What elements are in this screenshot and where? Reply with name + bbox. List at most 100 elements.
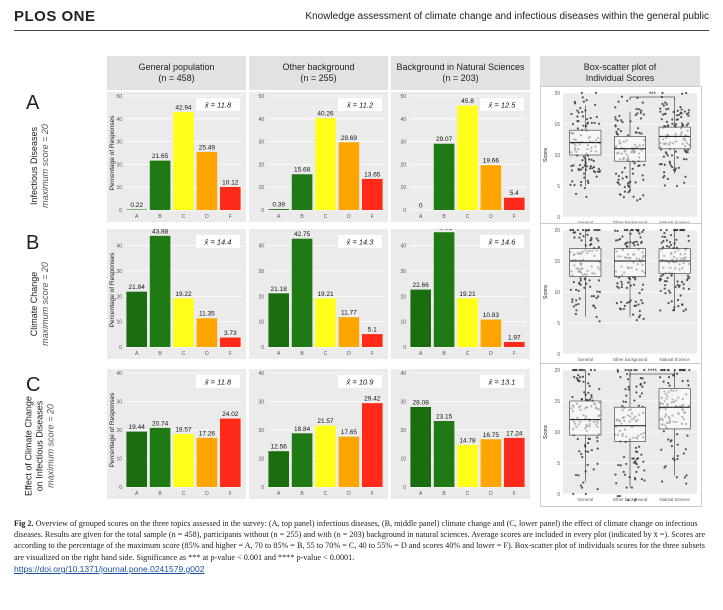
bar-value-label: 22.66 <box>413 282 430 289</box>
x-tick-label: B <box>442 351 446 357</box>
score-point <box>572 492 575 496</box>
score-point <box>616 285 619 288</box>
y-tick-label: 0 <box>119 345 122 351</box>
row-letter-b: B <box>26 232 40 254</box>
score-point <box>587 382 590 385</box>
score-point <box>623 185 626 189</box>
x-tick-label: General <box>578 220 593 225</box>
bar <box>410 289 431 347</box>
score-point <box>640 478 644 481</box>
bar-value-label: 29.69 <box>341 135 358 142</box>
mean-box <box>338 235 382 248</box>
column-header-box: Box-scatter plot of Individual Scores <box>540 56 700 90</box>
score-point <box>639 382 643 386</box>
score-point <box>571 298 574 301</box>
score-point <box>587 391 590 395</box>
score-point <box>681 92 684 95</box>
score-point <box>660 448 663 451</box>
bar-value-label: 29.42 <box>364 396 381 403</box>
column-title: Other background <box>282 62 355 72</box>
score-point <box>588 384 591 388</box>
mean-label: x̄ = 13.1 <box>488 378 516 387</box>
score-point <box>634 446 638 449</box>
score-point <box>637 228 640 232</box>
score-point <box>676 454 679 457</box>
score-point <box>685 474 688 477</box>
score-point <box>580 239 583 242</box>
score-point <box>619 308 623 311</box>
bar-chart-panel: 0 10 20 30 40 50 0.39 A 15.68 B 40.26 C 29.69 D 13.65 F… <box>249 92 388 222</box>
box-scatter-chart: 0 5 10 15 20 Score General Other background Natu… <box>543 368 697 502</box>
score-point <box>681 125 684 128</box>
score-point <box>665 103 668 106</box>
x-tick-label: General <box>578 497 593 502</box>
score-point <box>587 441 590 445</box>
score-point <box>672 110 675 114</box>
score-point <box>626 281 630 284</box>
score-point <box>661 480 664 483</box>
mean-label: x̄ = 10.9 <box>346 378 375 387</box>
y-tick-label: 0 <box>261 485 264 491</box>
box <box>614 248 646 277</box>
x-tick-label: D <box>205 214 209 220</box>
score-point <box>617 127 620 131</box>
bar-value-label: 42.75 <box>294 231 311 238</box>
score-point <box>573 368 576 372</box>
bar-value-label: 18.57 <box>175 427 192 434</box>
bar <box>268 293 289 347</box>
score-point <box>681 280 684 283</box>
score-point <box>677 285 681 288</box>
score-point <box>622 470 625 473</box>
score-point <box>663 232 666 235</box>
bar <box>362 403 383 487</box>
bar-chart-panel: 0 10 20 30 40 Percentage of Responses 19.44 A 20… <box>107 369 246 499</box>
column-title: Box-scatter plot of <box>583 62 657 72</box>
score-point <box>583 186 586 190</box>
y-tick-label: 40 <box>116 244 122 250</box>
bar <box>173 298 194 347</box>
score-point <box>665 108 668 111</box>
score-point <box>635 462 638 466</box>
score-point <box>660 118 663 121</box>
score-point <box>623 228 627 232</box>
doi-link[interactable]: https://doi.org/10.1371/journal.pone.024… <box>14 564 205 574</box>
score-point <box>586 179 589 182</box>
y-tick-label: 0 <box>403 208 406 214</box>
score-point <box>590 295 593 298</box>
bar-value-label: 12.56 <box>271 444 288 451</box>
score-point <box>616 368 619 372</box>
box <box>569 248 602 277</box>
score-point <box>635 457 639 461</box>
score-point <box>620 280 623 283</box>
score-point <box>640 299 643 302</box>
score-point <box>590 394 593 397</box>
score-point <box>675 238 678 241</box>
score-point <box>594 306 597 309</box>
score-point <box>663 466 666 469</box>
score-point <box>592 468 595 471</box>
score-point <box>636 450 639 453</box>
bar <box>457 444 478 487</box>
significance-bracket <box>629 373 675 377</box>
score-point <box>640 240 643 243</box>
figure-caption: Fig 2. Overview of grouped scores on the… <box>14 518 709 563</box>
bar <box>220 337 241 347</box>
score-point <box>577 167 580 170</box>
bar-value-label: 17.24 <box>506 430 523 437</box>
score-point <box>581 166 584 169</box>
y-tick-label: 30 <box>258 400 264 406</box>
score-point <box>665 228 668 232</box>
column-n: (n = 255) <box>300 73 337 83</box>
score-point <box>682 157 686 161</box>
score-point <box>619 193 622 196</box>
score-point <box>626 228 629 232</box>
x-tick-label: F <box>513 214 516 220</box>
score-point <box>577 302 580 306</box>
score-point <box>570 164 573 168</box>
bar-value-label: 18.84 <box>294 426 311 433</box>
score-point <box>614 473 617 476</box>
mean-box <box>196 235 240 248</box>
bar <box>220 418 241 487</box>
x-tick-label: F <box>371 491 374 497</box>
bar <box>149 160 171 210</box>
